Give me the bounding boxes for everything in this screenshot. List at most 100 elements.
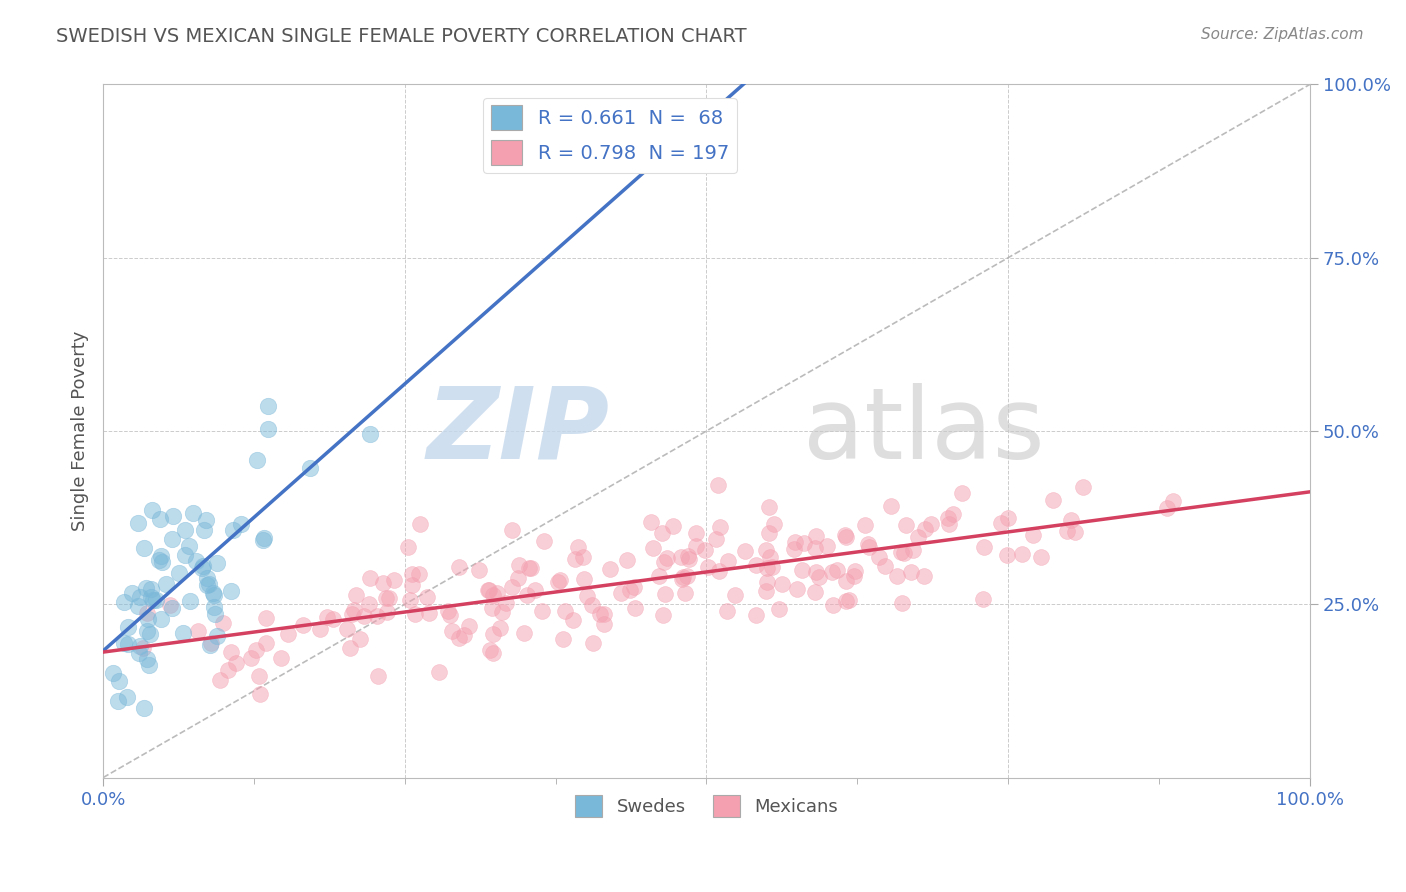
Point: [589, 607, 612, 621]
Point: [336, 622, 359, 636]
Point: [138, 658, 160, 673]
Point: [1063, 525, 1085, 540]
Point: [501, 523, 523, 537]
Point: [453, 628, 475, 642]
Point: [1156, 500, 1178, 515]
Point: [745, 558, 768, 573]
Point: [322, 611, 344, 625]
Point: [890, 596, 912, 610]
Point: [693, 543, 716, 558]
Point: [807, 570, 830, 584]
Point: [759, 549, 782, 564]
Point: [309, 623, 332, 637]
Text: atlas: atlas: [803, 383, 1045, 480]
Point: [449, 631, 471, 645]
Point: [581, 598, 603, 612]
Point: [671, 572, 693, 586]
Point: [593, 616, 616, 631]
Point: [501, 580, 523, 594]
Point: [240, 651, 263, 665]
Point: [576, 589, 599, 603]
Point: [477, 583, 499, 598]
Point: [804, 585, 827, 599]
Point: [132, 641, 155, 656]
Point: [482, 588, 505, 602]
Point: [1031, 550, 1053, 565]
Point: [673, 586, 696, 600]
Point: [844, 564, 866, 578]
Point: [375, 605, 398, 619]
Point: [139, 582, 162, 596]
Point: [409, 516, 432, 531]
Point: [117, 637, 139, 651]
Point: [914, 522, 936, 536]
Point: [942, 507, 965, 521]
Point: [517, 561, 540, 575]
Point: [834, 527, 856, 541]
Point: [150, 555, 173, 569]
Point: [416, 590, 439, 604]
Point: [208, 673, 231, 687]
Point: [758, 526, 780, 541]
Point: [716, 604, 738, 618]
Point: [482, 626, 505, 640]
Point: [572, 550, 595, 565]
Point: [1056, 524, 1078, 538]
Point: [115, 690, 138, 704]
Point: [488, 621, 510, 635]
Point: [842, 568, 865, 582]
Point: [254, 611, 277, 625]
Point: [150, 549, 173, 564]
Point: [734, 544, 756, 558]
Point: [724, 588, 747, 602]
Point: [401, 567, 423, 582]
Point: [467, 563, 489, 577]
Point: [554, 604, 576, 618]
Point: [761, 560, 783, 574]
Point: [340, 607, 363, 621]
Point: [101, 665, 124, 680]
Point: [401, 578, 423, 592]
Point: [652, 607, 675, 622]
Point: [758, 500, 780, 514]
Point: [669, 549, 692, 564]
Point: [564, 552, 586, 566]
Point: [112, 595, 135, 609]
Point: [270, 651, 292, 665]
Point: [550, 573, 572, 587]
Point: [179, 539, 201, 553]
Point: [160, 601, 183, 615]
Point: [181, 506, 204, 520]
Point: [193, 523, 215, 537]
Point: [654, 587, 676, 601]
Point: [160, 532, 183, 546]
Point: [793, 535, 815, 549]
Point: [198, 577, 221, 591]
Point: [396, 541, 419, 555]
Point: [973, 540, 995, 554]
Point: [893, 546, 915, 560]
Point: [938, 516, 960, 531]
Point: [149, 512, 172, 526]
Point: [803, 541, 825, 555]
Point: [174, 523, 197, 537]
Point: [661, 518, 683, 533]
Point: [990, 516, 1012, 530]
Point: [202, 588, 225, 602]
Point: [172, 625, 194, 640]
Point: [495, 596, 517, 610]
Point: [136, 624, 159, 639]
Point: [108, 673, 131, 688]
Point: [169, 566, 191, 580]
Point: [112, 635, 135, 649]
Point: [756, 575, 779, 590]
Point: [1161, 494, 1184, 508]
Point: [249, 687, 271, 701]
Point: [211, 615, 233, 630]
Point: [599, 562, 621, 576]
Point: [478, 582, 501, 597]
Point: [567, 541, 589, 555]
Point: [367, 668, 389, 682]
Point: [907, 530, 929, 544]
Y-axis label: Single Female Poverty: Single Female Poverty: [72, 331, 89, 532]
